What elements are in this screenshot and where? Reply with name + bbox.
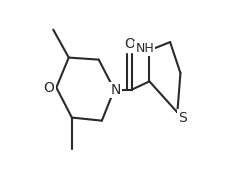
Text: S: S bbox=[178, 111, 187, 124]
Text: O: O bbox=[124, 37, 135, 51]
Text: N: N bbox=[111, 83, 121, 97]
Text: O: O bbox=[44, 81, 54, 95]
Text: NH: NH bbox=[136, 42, 154, 55]
